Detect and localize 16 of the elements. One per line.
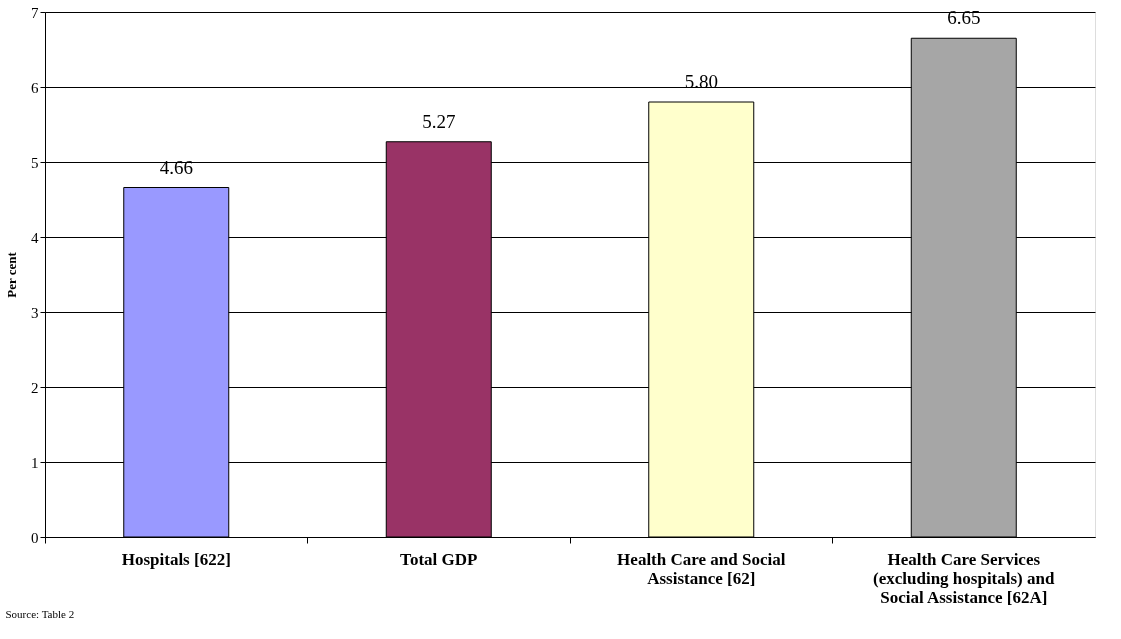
y-tick-label: 5 <box>31 154 39 171</box>
y-tick-label: 0 <box>31 529 39 546</box>
source-note: Source: Table 2 <box>5 608 75 620</box>
y-tick-label: 7 <box>31 4 39 21</box>
data-label: 6.65 <box>947 7 981 29</box>
x-tick-label: Health Care Services (excluding hospitals) and Social Assistance [62A] <box>873 549 1055 607</box>
x-tick-label: Health Care and Social Assistance [62] <box>617 549 786 588</box>
y-tick-label: 3 <box>31 304 39 321</box>
y-axis-title: Per cent <box>4 251 19 298</box>
y-tick-label: 2 <box>31 379 39 396</box>
y-tick-label: 1 <box>31 454 39 471</box>
y-tick-label: 4 <box>31 229 39 246</box>
data-label: 5.27 <box>422 110 456 132</box>
x-tick-label: Total GDP <box>400 549 478 569</box>
x-tick-label: Hospitals [622] <box>121 549 231 569</box>
y-tick-label: 6 <box>31 79 39 96</box>
